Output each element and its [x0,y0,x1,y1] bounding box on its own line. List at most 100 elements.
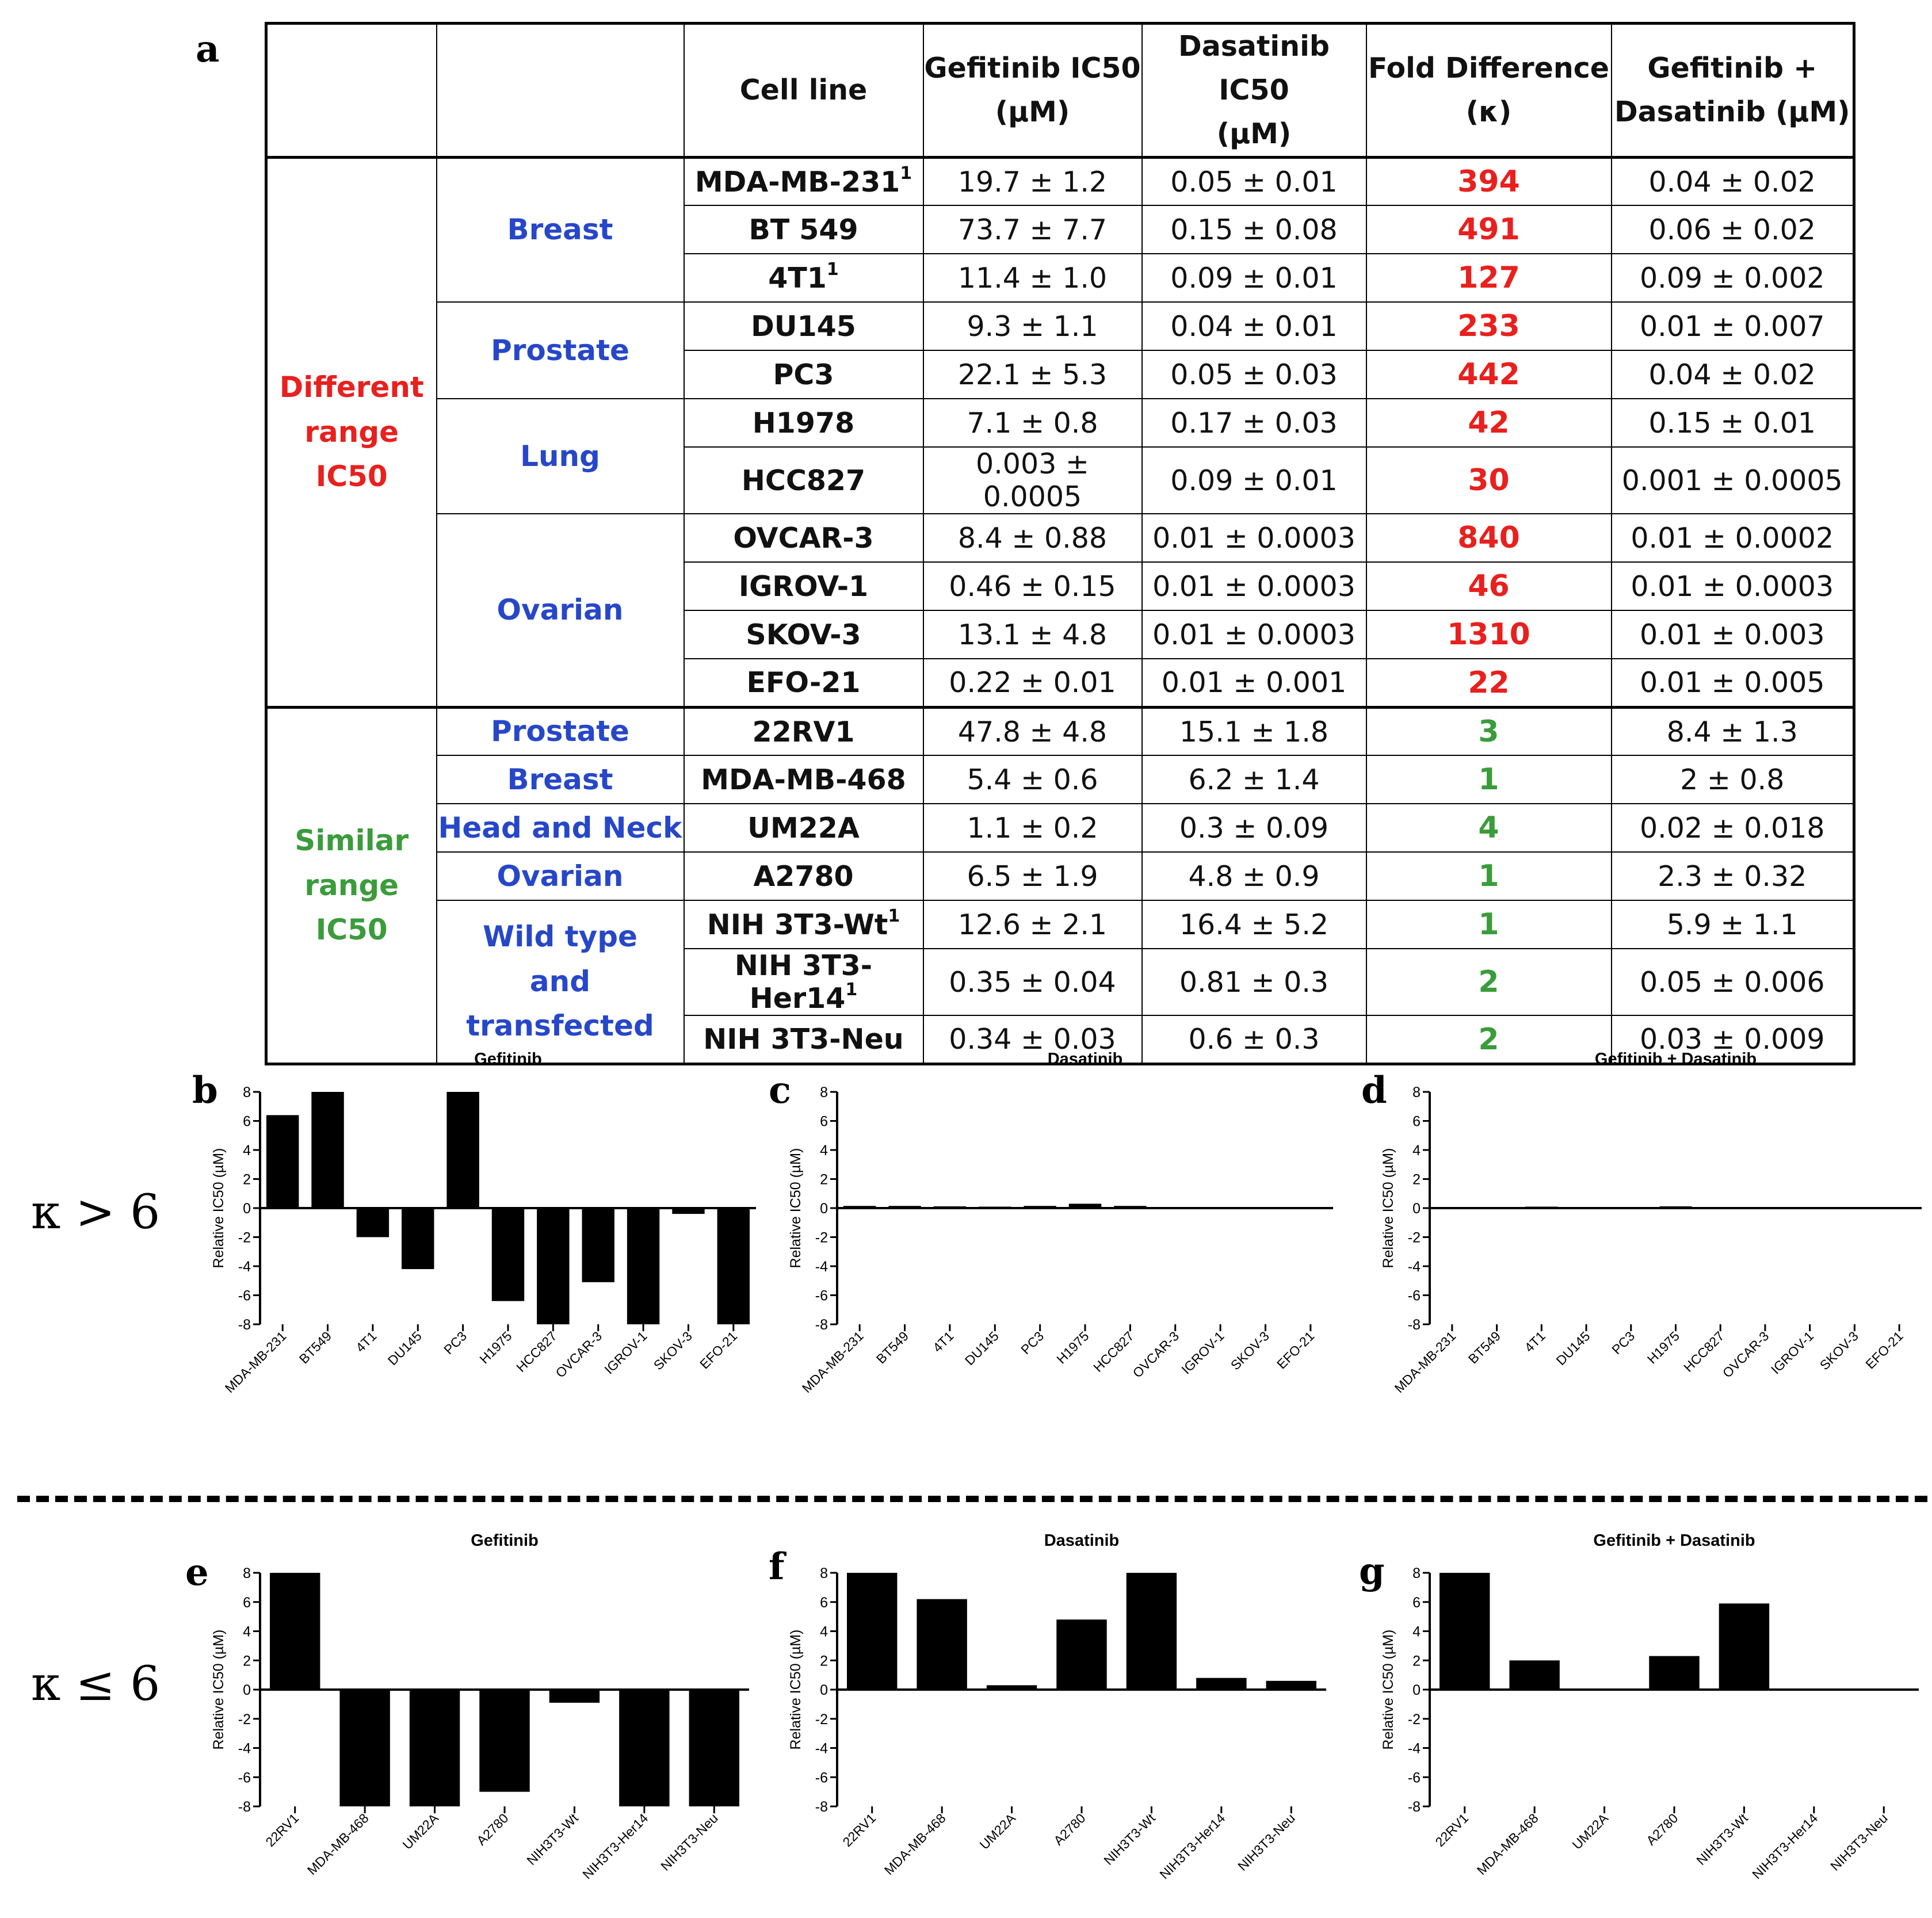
x-tick-label: NIH3T3-Her14 [579,1810,651,1882]
gefitinib-ic50: 0.35 ± 0.04 [922,948,1143,1017]
chart-title: Gefitinib + Dasatinib [1593,1531,1755,1550]
gefitinib-ic50: 19.7 ± 1.2 [922,156,1143,207]
x-tick-label: DU145 [1553,1328,1593,1368]
dasatinib-ic50: 0.09 ± 0.01 [1141,446,1367,515]
x-tick-label: DU145 [962,1328,1002,1368]
y-tick-label: 8 [243,1565,251,1581]
gefitinib-ic50: 9.3 ± 1.1 [922,301,1143,351]
gefitinib-ic50: 0.34 ± 0.03 [922,1015,1143,1065]
fold-difference: 127 [1365,253,1612,303]
y-tick-label: 4 [820,1624,828,1640]
cell-line-name: NIH 3T3-Neu [683,1015,924,1065]
tissue-label-line1: Lung [520,439,600,473]
cell-line-name: 22RV1 [683,706,924,756]
y-axis-label: Relative IC50 (µM) [1380,1630,1396,1750]
y-tick-label: -2 [815,1711,828,1728]
y-tick-label: -4 [238,1259,251,1275]
y-tick-label: 6 [1412,1114,1421,1130]
x-tick-label: MDA-MB-468 [304,1810,372,1878]
x-tick-label: A2780 [1051,1810,1088,1848]
tissue-label-line1: Head and Neck [438,811,682,845]
y-tick-label: 6 [243,1595,251,1611]
x-tick-label: 4T1 [353,1328,379,1355]
bar [1719,1603,1770,1690]
table-header-row: Cell line Gefitinib IC50 (µM) Dasatinib I… [265,22,1855,158]
x-tick-label: A2780 [474,1810,511,1848]
x-tick-label: NIH3T3-Neu [1235,1810,1298,1874]
footnote-marker: 1 [826,259,839,280]
x-tick-label: NIH3T3-Wt [1693,1810,1751,1868]
gefitinib-ic50: 0.46 ± 0.15 [922,561,1143,612]
y-tick-label: -2 [1408,1230,1421,1246]
y-tick-label: -6 [238,1288,251,1304]
cell-line-name: NIH 3T3-Her141 [683,948,924,1017]
y-tick-label: -8 [815,1799,828,1815]
section-label-line2: range IC50 [304,415,399,494]
y-tick-label: 4 [820,1143,828,1159]
header-gefitinib-line2: (µM) [995,95,1070,128]
panel-label-f: f [769,1545,785,1588]
x-tick-label: UM22A [399,1810,441,1852]
y-tick-label: 2 [820,1653,828,1669]
bar [1509,1660,1560,1690]
x-tick-label: NIH3T3-Her14 [1749,1810,1820,1882]
gefitinib-ic50: 5.4 ± 0.6 [922,755,1143,805]
x-tick-label: NIH3T3-Her14 [1156,1810,1228,1882]
x-tick-label: H1975 [1644,1328,1682,1366]
tissue-group-label: Prostate [436,706,685,756]
tissue-group-label: Ovarian [436,513,685,708]
combination-ic50: 0.15 ± 0.01 [1610,398,1855,448]
y-tick-label: -6 [815,1770,828,1786]
x-tick-label: IGROV-1 [1768,1328,1816,1377]
tissue-label-line1: Ovarian [497,859,624,893]
combination-ic50: 0.01 ± 0.0002 [1610,513,1855,563]
tissue-group-label: Lung [436,398,685,515]
table-row: Ovarian A2780 6.5 ± 1.9 4.8 ± 0.9 1 2.3 ± 0.3… [266,851,1855,901]
header-fold-line2: (κ) [1465,95,1512,128]
y-tick-label: -4 [1408,1741,1421,1757]
y-tick-label: 8 [820,1565,828,1581]
fold-difference: 1 [1365,755,1612,805]
header-fold-line1: Fold Difference [1368,51,1610,85]
panel-label-g: g [1359,1550,1385,1593]
y-tick-label: 8 [1412,1565,1421,1581]
x-tick-label: BT549 [873,1328,911,1366]
x-tick-label: UM22A [1569,1810,1611,1852]
y-tick-label: 8 [243,1084,251,1101]
bar [1440,1573,1490,1690]
y-tick-label: 0 [820,1201,828,1217]
combination-ic50: 5.9 ± 1.1 [1610,900,1855,950]
dasatinib-ic50: 0.01 ± 0.0003 [1141,513,1367,563]
bar [266,1115,299,1208]
y-axis-label: Relative IC50 (µM) [211,1630,227,1750]
section-label-line2: range IC50 [304,868,399,947]
section-divider [17,1496,1927,1502]
table-row: Wild type and transfected NIH 3T3-Wt1 12.6 … [266,900,1855,1065]
table-row: Different range IC50 Breast MDA-MB-2311 19.7… [265,156,1855,708]
y-tick-label: -8 [1408,1799,1421,1815]
fold-difference: 1 [1365,851,1612,901]
header-combo-line2: Dasatinib (µM) [1614,95,1850,128]
y-axis-label: Relative IC50 (µM) [1380,1148,1396,1269]
y-tick-label: 6 [820,1595,828,1611]
combination-ic50: 0.04 ± 0.02 [1610,350,1855,400]
dasatinib-ic50: 16.4 ± 5.2 [1141,900,1367,950]
table-row: SKOV-3 13.1 ± 4.8 0.01 ± 0.0003 1310 0.01 ± … [266,610,1855,660]
dasatinib-ic50: 0.01 ± 0.0003 [1141,610,1367,660]
gefitinib-ic50: 8.4 ± 0.88 [922,513,1143,563]
section-label-line1: Similar [295,824,409,858]
y-tick-label: -6 [1408,1288,1421,1304]
gefitinib-ic50: 7.1 ± 0.8 [922,398,1143,448]
x-tick-label: DU145 [385,1328,425,1368]
bar [917,1599,967,1690]
table-row: Prostate DU145 9.3 ± 1.1 0.04 ± 0.01 233 0.01… [266,301,1855,400]
fold-difference: 1310 [1365,610,1612,660]
cell-line-name: PC3 [683,350,924,400]
y-tick-label: 2 [243,1172,251,1188]
footnote-marker: 1 [845,980,858,1000]
y-tick-label: -4 [1408,1259,1421,1275]
cell-line-name: EFO-21 [683,658,924,708]
panel-label-d: d [1361,1069,1387,1112]
combination-ic50: 0.01 ± 0.007 [1610,301,1855,351]
combination-ic50: 0.04 ± 0.02 [1610,156,1855,207]
